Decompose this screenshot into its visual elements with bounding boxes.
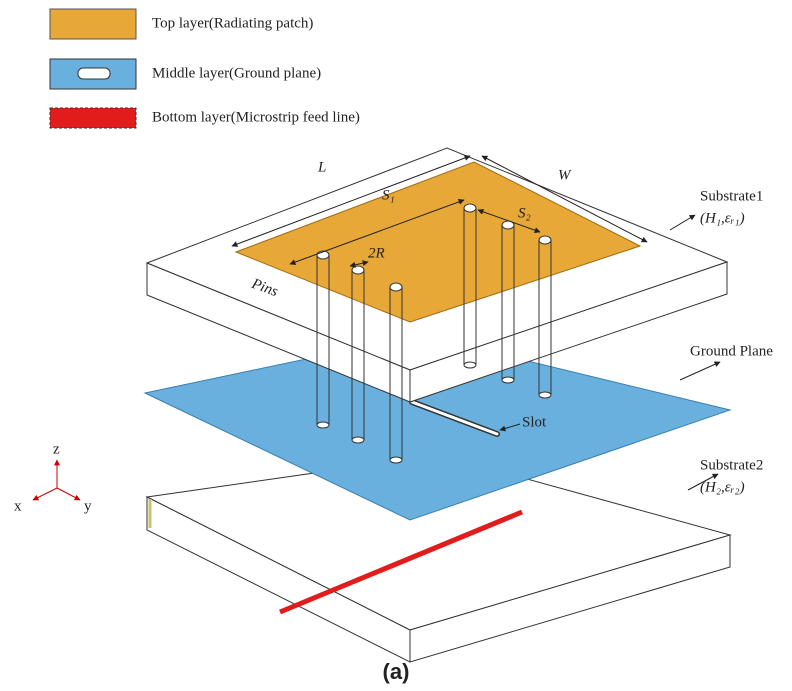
legend-swatch-bottom: [50, 108, 136, 128]
dim-label: 2R: [368, 245, 385, 261]
caption: (a): [383, 659, 410, 684]
legend-label: Bottom layer(Microstrip feed line): [152, 109, 360, 125]
legend-swatch-top: [50, 9, 136, 39]
label: Ground Plane: [690, 343, 773, 359]
label: Substrate1: [700, 188, 763, 204]
substrate1: [147, 148, 727, 402]
dim-label: L: [317, 159, 326, 175]
label: Slot: [522, 414, 547, 430]
page: Top layer(Radiating patch) Middle layer(…: [0, 0, 792, 691]
label: (H₁,εᵣ₁): [700, 210, 745, 226]
dim-label: W: [558, 167, 572, 183]
diagram: Top layer(Radiating patch) Middle layer(…: [0, 0, 792, 691]
legend-label: Top layer(Radiating patch): [152, 15, 313, 31]
dim-label: S₂: [518, 205, 531, 221]
axes: [33, 460, 80, 500]
legend-slot: [78, 68, 110, 79]
axis-label: z: [53, 441, 60, 457]
axis-label: x: [14, 498, 22, 514]
label: Substrate2: [700, 457, 763, 473]
dim-label: S₁: [382, 187, 395, 203]
legend-label: Middle layer(Ground plane): [152, 65, 321, 81]
label: (H₂,εᵣ₂): [700, 479, 745, 495]
axis-label: y: [84, 498, 92, 514]
